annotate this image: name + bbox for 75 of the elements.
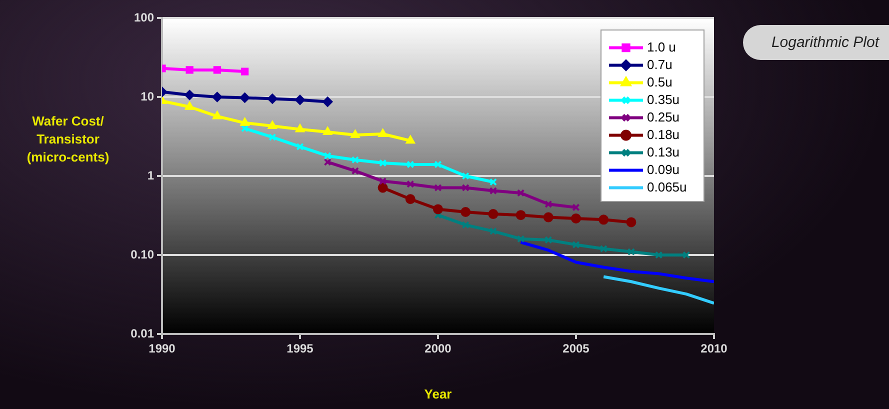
point xyxy=(489,186,498,195)
point xyxy=(433,204,443,214)
point xyxy=(627,248,636,256)
y-tick-label: 0.01 xyxy=(130,326,154,340)
legend-label: 0.18u xyxy=(647,126,680,142)
point xyxy=(462,221,470,229)
x-axis-title: Year xyxy=(424,386,452,402)
y-tick-label: 1 xyxy=(147,168,154,182)
point xyxy=(544,236,552,244)
y-tick-label: 10 xyxy=(140,89,154,104)
y-tick-label: 0.10 xyxy=(130,247,154,262)
x-tick-label: 2010 xyxy=(700,342,728,356)
point xyxy=(296,124,304,132)
point xyxy=(516,189,525,197)
point xyxy=(240,68,249,76)
point xyxy=(405,194,416,204)
point xyxy=(322,96,333,107)
text: Logarithmic Plot xyxy=(743,25,889,60)
legend-label: 0.5u xyxy=(647,74,672,90)
point xyxy=(516,210,526,220)
point xyxy=(460,207,471,218)
point xyxy=(351,156,360,164)
point xyxy=(185,102,194,110)
point xyxy=(626,217,636,228)
legend-label: 0.065u xyxy=(647,179,687,194)
point xyxy=(516,235,525,243)
point xyxy=(543,212,554,222)
point xyxy=(600,244,608,253)
point xyxy=(186,66,194,74)
point xyxy=(213,66,222,74)
point xyxy=(184,90,195,100)
point xyxy=(268,120,277,129)
point xyxy=(682,251,690,259)
legend-label: 1.0 u xyxy=(647,39,676,54)
point xyxy=(323,127,332,136)
point xyxy=(406,160,414,168)
y-tick-label: 100 xyxy=(134,10,154,24)
point xyxy=(406,136,415,144)
point xyxy=(378,129,388,138)
point xyxy=(212,111,222,120)
y-axis-title: Wafer Cost/ Transistor (micro-cents) xyxy=(26,114,110,165)
point xyxy=(240,118,250,126)
point xyxy=(571,213,581,224)
point xyxy=(324,152,332,160)
point xyxy=(434,160,442,168)
point xyxy=(544,200,552,208)
point xyxy=(598,214,609,225)
point xyxy=(378,177,387,186)
x-tick-label: 2005 xyxy=(562,342,590,356)
legend-label: 0.13u xyxy=(647,144,680,160)
point xyxy=(434,184,442,192)
point xyxy=(488,209,498,220)
legend-label: 0.25u xyxy=(647,109,680,124)
point xyxy=(296,142,304,151)
x-tick-label: 2000 xyxy=(424,342,452,356)
x-tick-label: 1995 xyxy=(286,342,314,356)
point xyxy=(654,251,663,259)
point xyxy=(378,159,387,167)
point xyxy=(489,227,498,236)
point xyxy=(295,94,305,105)
legend-label: 0.35u xyxy=(647,92,680,107)
point xyxy=(351,167,360,175)
point xyxy=(350,130,360,138)
point xyxy=(462,184,470,192)
point xyxy=(462,172,470,180)
point xyxy=(212,92,222,102)
point xyxy=(406,180,414,188)
point xyxy=(572,240,580,249)
legend-label: 0.09u xyxy=(647,162,680,177)
point xyxy=(268,133,276,142)
point xyxy=(267,94,278,104)
point xyxy=(378,182,388,193)
point xyxy=(240,92,250,103)
legend-label: 0.7u xyxy=(647,56,672,72)
x-tick-label: 1990 xyxy=(148,342,176,356)
